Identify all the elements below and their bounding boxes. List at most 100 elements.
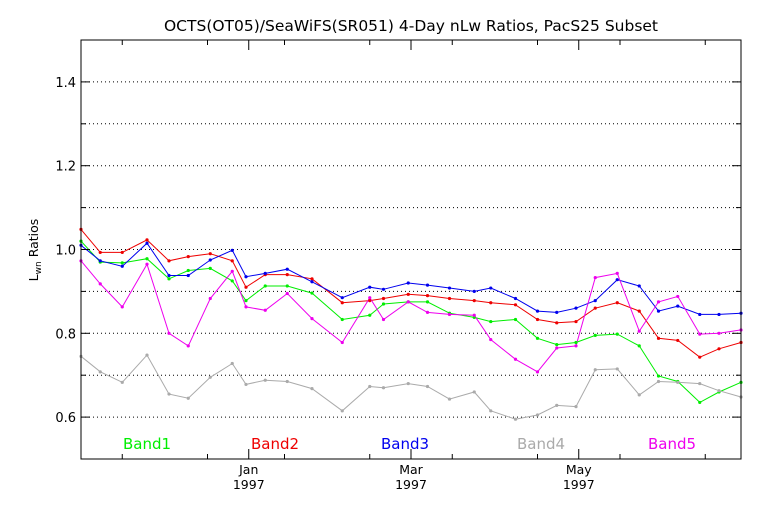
data-point-band2 <box>406 292 410 296</box>
x-tick-label-month: Mar <box>399 462 423 477</box>
data-point-band2 <box>186 255 190 259</box>
data-point-band2 <box>555 321 559 325</box>
data-point-band4 <box>615 367 619 371</box>
data-point-band1 <box>381 302 386 306</box>
data-point-band1 <box>656 374 661 378</box>
series-lines <box>80 229 742 420</box>
x-tick-label-month: May <box>566 462 592 477</box>
data-point-band4 <box>208 375 212 379</box>
data-point-band2 <box>208 252 212 256</box>
data-point-band3 <box>340 296 344 300</box>
data-point-band5 <box>574 344 578 348</box>
data-point-band5 <box>425 310 430 314</box>
data-point-band5 <box>186 344 190 348</box>
data-point-band4 <box>535 413 540 417</box>
data-point-band5 <box>310 317 314 321</box>
data-point-band4 <box>263 378 267 382</box>
series-line-band4 <box>80 354 742 420</box>
data-point-band4 <box>406 381 410 386</box>
data-point-band4 <box>425 384 430 389</box>
data-point-band4 <box>145 353 149 357</box>
data-point-band5 <box>513 357 518 361</box>
data-point-band3 <box>574 306 578 310</box>
data-point-band4 <box>698 381 702 386</box>
data-point-band3 <box>425 283 430 287</box>
data-point-band4 <box>717 389 721 393</box>
legend: Band1 Band2 Band3 Band4 Band5 <box>123 435 696 453</box>
data-point-band2 <box>244 285 248 289</box>
data-point-band1 <box>186 268 190 273</box>
data-point-band2 <box>368 299 372 303</box>
data-point-band2 <box>717 347 721 351</box>
data-point-band3 <box>447 286 452 290</box>
data-point-band1 <box>208 266 212 270</box>
data-point-band1 <box>340 317 344 322</box>
data-point-band3 <box>310 280 314 284</box>
data-point-band1 <box>244 299 248 303</box>
series-line-band5 <box>80 260 742 373</box>
data-point-band4 <box>310 387 314 391</box>
data-point-band2 <box>285 273 289 277</box>
data-point-band4 <box>120 380 124 384</box>
y-axis-label-rest: Ratios <box>26 219 41 262</box>
data-point-band2 <box>656 336 661 340</box>
data-point-band3 <box>285 267 289 271</box>
x-tick-label-year: 1997 <box>233 477 265 492</box>
data-point-band5 <box>381 317 386 322</box>
series-line-band1 <box>80 240 742 404</box>
legend-label-band2: Band2 <box>251 435 299 453</box>
data-point-band1 <box>555 343 559 347</box>
data-point-band5 <box>472 313 476 317</box>
data-point-band5 <box>167 331 171 335</box>
data-point-band1 <box>425 300 430 304</box>
data-point-band5 <box>656 300 661 304</box>
data-point-band2 <box>513 303 518 307</box>
data-point-band1 <box>637 344 641 348</box>
data-point-band1 <box>285 284 289 288</box>
data-point-band4 <box>574 405 578 409</box>
data-point-band2 <box>698 355 702 359</box>
data-point-band5 <box>145 262 149 266</box>
legend-label-band5: Band5 <box>648 435 696 453</box>
data-point-band5 <box>285 291 289 296</box>
data-point-band1 <box>513 317 518 322</box>
data-point-band3 <box>637 284 641 288</box>
data-point-band2 <box>340 301 344 305</box>
data-point-band4 <box>368 384 372 389</box>
data-point-band2 <box>615 301 619 305</box>
data-point-band2 <box>230 259 234 263</box>
data-point-band5 <box>615 271 619 275</box>
data-point-band3 <box>167 273 171 278</box>
y-tick-label: 1.2 <box>55 160 76 175</box>
data-point-band3 <box>535 309 540 313</box>
data-point-band5 <box>208 296 212 301</box>
data-point-band5 <box>120 305 124 309</box>
data-point-band4 <box>676 380 680 384</box>
legend-label-band3: Band3 <box>381 435 429 453</box>
data-point-band3 <box>263 271 267 275</box>
data-point-band3 <box>489 286 493 290</box>
data-point-band1 <box>698 400 702 405</box>
data-point-band2 <box>310 277 314 281</box>
data-point-band1 <box>368 313 372 317</box>
series-points <box>79 227 743 421</box>
data-point-band2 <box>472 299 476 303</box>
data-point-band4 <box>637 393 641 397</box>
data-point-band1 <box>615 332 619 336</box>
data-point-band3 <box>593 299 597 303</box>
y-axis-label-subscript: wn <box>34 261 44 274</box>
data-point-band3 <box>406 281 410 285</box>
data-point-band5 <box>593 275 597 280</box>
data-point-band1 <box>310 291 314 295</box>
data-point-band2 <box>167 259 171 263</box>
data-point-band3 <box>656 309 661 313</box>
data-point-band4 <box>167 392 171 396</box>
data-point-band3 <box>98 259 102 263</box>
data-point-band5 <box>676 294 680 299</box>
data-point-band4 <box>513 417 518 421</box>
data-point-band5 <box>698 332 702 336</box>
chart-title: OCTS(OT05)/SeaWiFS(SR051) 4-Day nLw Rati… <box>164 17 658 35</box>
y-axis-label: Lwn Ratios <box>26 219 44 282</box>
data-point-band2 <box>676 338 680 343</box>
